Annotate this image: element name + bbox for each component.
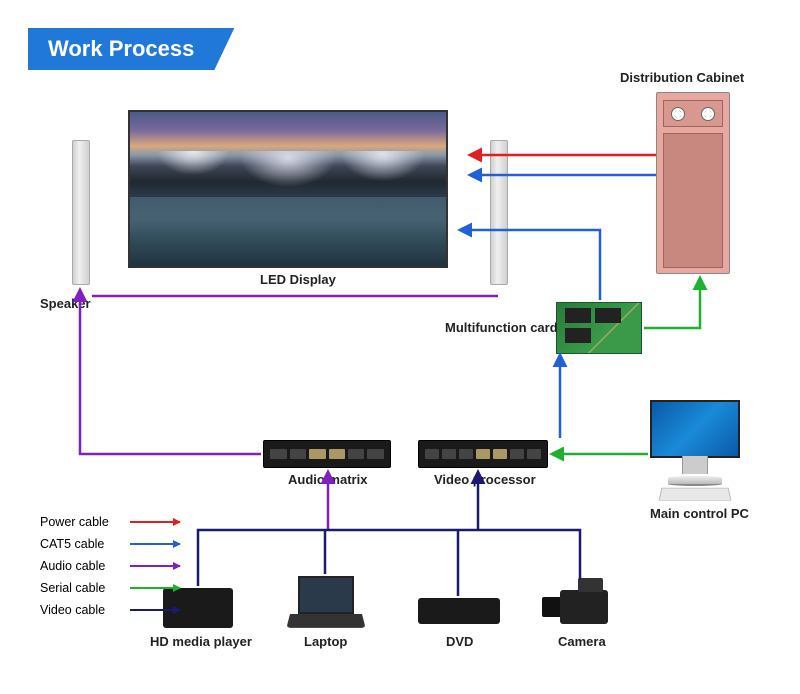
legend-label: Audio cable (40, 559, 120, 573)
cabinet-gauges (663, 100, 724, 127)
video-processor (418, 440, 548, 468)
legend-row: Video cable (40, 603, 180, 617)
legend-label: Power cable (40, 515, 120, 529)
title-text: Work Process (48, 36, 194, 61)
pc-stand (668, 476, 722, 486)
speaker-right (490, 140, 508, 285)
led-label: LED Display (260, 272, 336, 287)
video-proc-label: Video processor (434, 472, 536, 487)
card-label: Multifunction card (445, 320, 558, 335)
dvd-player (418, 598, 500, 624)
laptop-screen (298, 576, 354, 614)
laptop-label: Laptop (304, 634, 347, 649)
legend-row: Serial cable (40, 581, 180, 595)
legend-label: CAT5 cable (40, 537, 120, 551)
audio-matrix-label: Audio matrix (288, 472, 367, 487)
pc-label: Main control PC (650, 506, 749, 521)
audio-matrix (263, 440, 391, 468)
legend-arrow-power (130, 521, 180, 523)
camera-label: Camera (558, 634, 606, 649)
legend-arrow-audio (130, 565, 180, 567)
distribution-cabinet (656, 92, 730, 274)
rack-ports (270, 446, 383, 462)
legend-row: Power cable (40, 515, 180, 529)
laptop-base (286, 614, 365, 628)
legend-label: Serial cable (40, 581, 120, 595)
gauge-icon (671, 107, 685, 121)
legend: Power cable CAT5 cable Audio cable Seria… (40, 515, 180, 625)
gauge-icon (701, 107, 715, 121)
multifunction-card (556, 302, 642, 354)
legend-row: CAT5 cable (40, 537, 180, 551)
pc-monitor (650, 400, 740, 458)
legend-arrow-serial (130, 587, 180, 589)
speaker-left (72, 140, 90, 285)
legend-row: Audio cable (40, 559, 180, 573)
legend-arrow-video (130, 609, 180, 611)
title-bar: Work Process (28, 28, 234, 70)
speaker-label: Speaker (40, 296, 91, 311)
legend-label: Video cable (40, 603, 120, 617)
led-display (128, 110, 448, 268)
camera (560, 590, 608, 624)
dvd-label: DVD (446, 634, 473, 649)
legend-arrow-cat5 (130, 543, 180, 545)
cabinet-door (663, 133, 724, 268)
media-label: HD media player (150, 634, 252, 649)
rack-ports (425, 446, 540, 462)
cabinet-label: Distribution Cabinet (620, 70, 744, 85)
pc-keyboard (659, 488, 732, 501)
